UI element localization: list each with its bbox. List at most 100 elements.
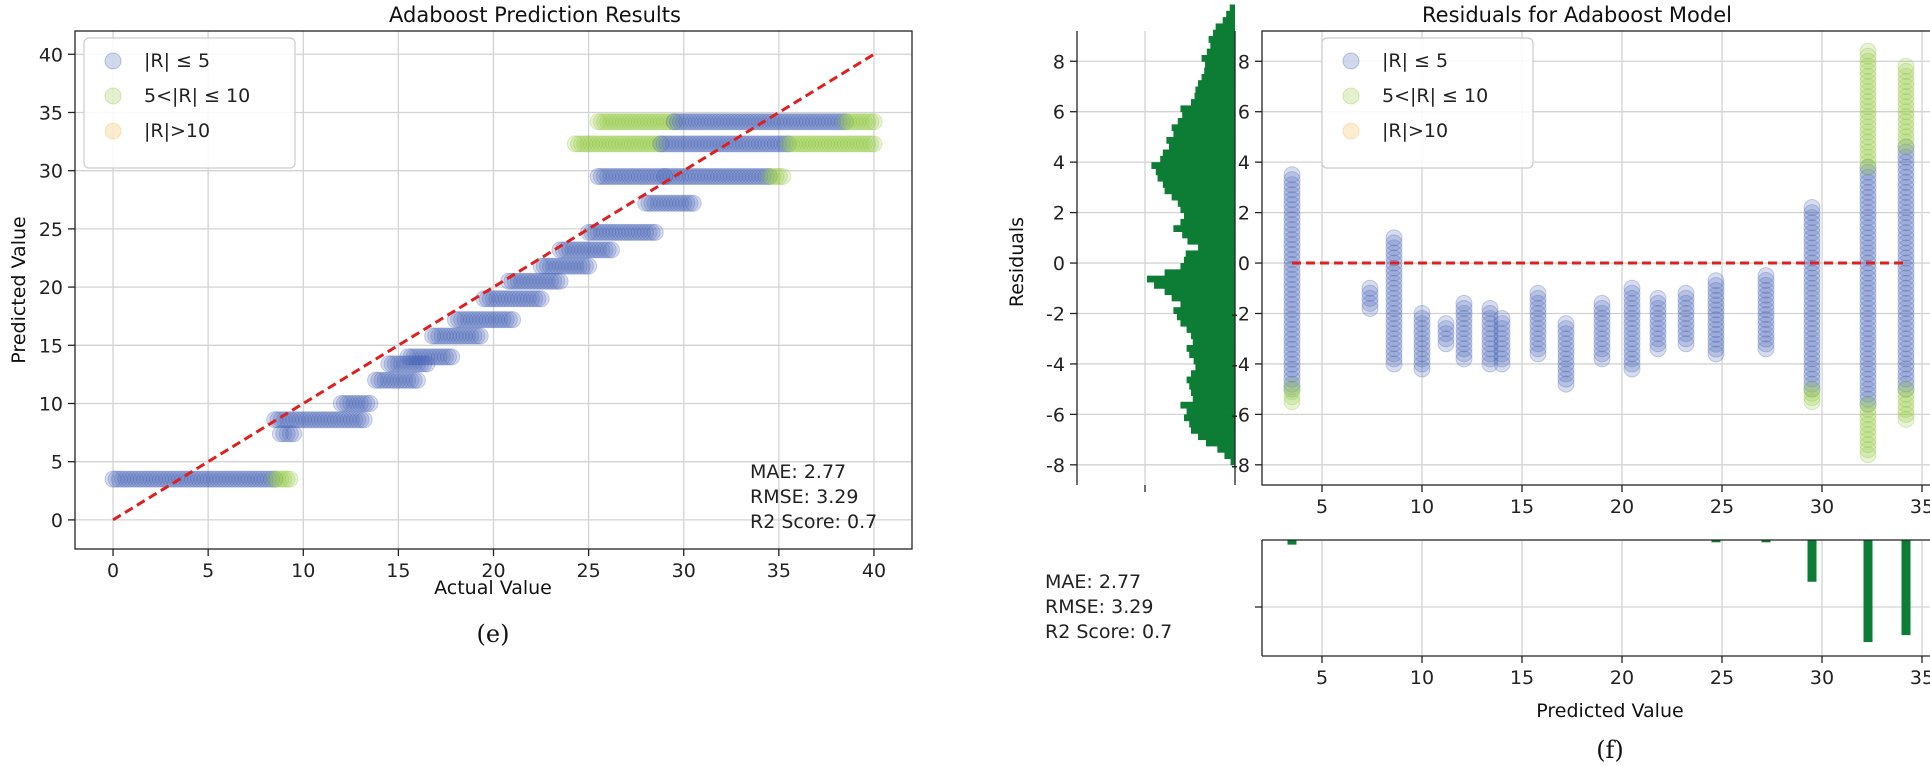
data-point <box>1757 335 1775 353</box>
histogram-bar <box>1195 363 1235 371</box>
data-point <box>513 290 531 308</box>
data-point <box>843 135 861 153</box>
data-point <box>748 168 766 186</box>
data-point <box>1481 340 1499 358</box>
data-point <box>443 327 461 345</box>
data-point <box>472 311 490 329</box>
data-point <box>582 135 600 153</box>
y-tick-label: 30 <box>39 161 63 183</box>
data-point <box>275 425 293 443</box>
data-point <box>516 272 534 290</box>
data-point <box>646 194 664 212</box>
data-point <box>500 311 518 329</box>
data-point <box>1707 301 1725 319</box>
data-point <box>576 257 594 275</box>
data-point <box>1493 310 1511 328</box>
data-point <box>1557 360 1575 378</box>
data-point <box>380 355 398 373</box>
data-point <box>1859 355 1877 373</box>
data-point <box>411 348 429 366</box>
data-point <box>234 470 252 488</box>
x-tick-label: 10 <box>291 560 315 582</box>
data-point <box>1859 304 1877 322</box>
data-point <box>599 241 617 259</box>
data-point <box>206 470 223 488</box>
data-point <box>703 113 721 131</box>
data-point <box>304 411 322 429</box>
data-point <box>661 135 679 153</box>
data-point <box>1529 284 1547 302</box>
data-point <box>630 135 648 153</box>
data-point <box>620 135 638 153</box>
data-point <box>453 311 471 329</box>
data-point <box>643 194 661 212</box>
histogram-bar <box>1154 281 1235 289</box>
data-point <box>713 113 731 131</box>
data-point <box>272 470 290 488</box>
data-point <box>247 470 265 488</box>
histogram-bar <box>1169 143 1235 151</box>
data-point <box>142 470 160 488</box>
x-tick-label: 20 <box>1610 496 1634 518</box>
data-point <box>1413 330 1431 348</box>
data-point <box>1623 310 1641 328</box>
data-point <box>747 135 765 153</box>
data-point <box>548 257 566 275</box>
data-point <box>1283 325 1301 343</box>
data-point <box>1623 355 1641 373</box>
data-point <box>589 168 607 186</box>
data-point <box>795 113 813 131</box>
data-point <box>836 135 854 153</box>
data-point <box>1897 330 1915 348</box>
histogram-bar <box>1173 225 1235 233</box>
data-point <box>373 371 391 389</box>
histogram-bar <box>1187 237 1235 245</box>
data-point <box>1897 360 1915 378</box>
data-point <box>1859 98 1877 116</box>
histogram-bar <box>1185 250 1235 258</box>
residuals-points <box>1283 42 1915 464</box>
data-point <box>1413 304 1431 322</box>
histogram-bar <box>1171 193 1235 201</box>
data-point <box>614 135 632 153</box>
data-point <box>757 135 775 153</box>
data-point <box>846 135 864 153</box>
data-point <box>1677 294 1695 312</box>
data-point <box>602 168 620 186</box>
data-point <box>1859 77 1877 95</box>
data-point <box>167 470 185 488</box>
histogram-bar <box>1157 174 1235 182</box>
data-point <box>244 470 262 488</box>
histogram-bar <box>1171 294 1235 302</box>
data-point <box>250 470 268 488</box>
data-point <box>713 168 731 186</box>
data-point <box>1707 272 1725 290</box>
data-point <box>433 327 451 345</box>
data-point <box>1897 325 1915 343</box>
data-point <box>1493 350 1511 368</box>
data-point <box>526 290 544 308</box>
data-point <box>1283 260 1301 278</box>
data-point <box>583 241 601 259</box>
data-point <box>1623 315 1641 333</box>
data-point <box>541 272 559 290</box>
data-point <box>114 470 132 488</box>
data-point <box>605 223 623 241</box>
prediction-title: Adaboost Prediction Results <box>389 3 681 27</box>
data-point <box>424 348 442 366</box>
data-point <box>1859 446 1877 464</box>
data-point <box>601 135 619 153</box>
data-point <box>776 113 794 131</box>
data-point <box>120 470 138 488</box>
data-point <box>1859 153 1877 171</box>
data-point <box>833 113 851 131</box>
data-point <box>1529 289 1547 307</box>
data-point <box>1283 290 1301 308</box>
data-point <box>1707 281 1725 299</box>
data-point <box>624 223 642 241</box>
data-point <box>738 135 756 153</box>
data-point <box>836 113 854 131</box>
data-point <box>342 411 360 429</box>
data-point <box>1413 320 1431 338</box>
data-point <box>653 113 671 131</box>
